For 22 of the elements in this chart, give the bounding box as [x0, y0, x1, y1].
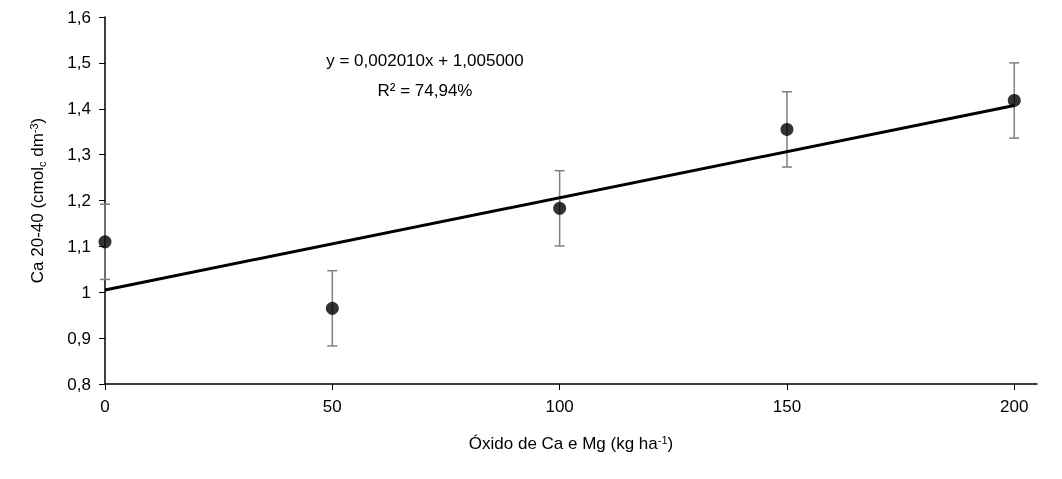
point	[325, 301, 339, 315]
y-tick-label: 1,6	[67, 7, 91, 27]
point	[1007, 94, 1021, 107]
y-tick-label: 1,4	[67, 99, 91, 119]
point	[98, 235, 112, 249]
y-tick-label: 1,2	[67, 191, 91, 210]
x-tick-label: 200	[1000, 397, 1029, 416]
point	[780, 122, 794, 136]
x-tick-label: 0	[100, 397, 110, 416]
y-tick-label: 0,8	[67, 374, 91, 394]
annotation: R² = 74,94%	[377, 80, 473, 100]
point	[553, 201, 567, 215]
annotation: y = 0,002010x + 1,005000	[326, 50, 524, 70]
x-tick-label: 50	[322, 397, 342, 416]
y-tick-label: 1	[81, 282, 91, 302]
y-tick-label: 1,1	[67, 236, 91, 256]
y-axis-title: Ca 20-40 (cmolc dm-3)	[27, 117, 48, 284]
x-tick-label: 100	[545, 397, 574, 416]
y-tick-label: 0,9	[67, 328, 91, 348]
y-tick-label: 1,3	[67, 145, 91, 165]
x-tick-label: 150	[772, 397, 802, 416]
y-tick-label: 1,5	[67, 53, 91, 73]
